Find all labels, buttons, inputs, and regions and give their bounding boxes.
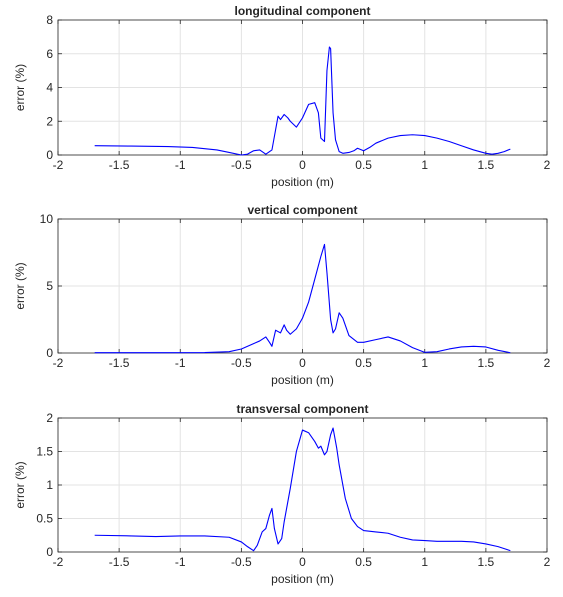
x-tick-label: 0 bbox=[299, 555, 306, 569]
y-tick-label: 1.5 bbox=[36, 445, 53, 459]
x-tick-label: 1.5 bbox=[478, 158, 495, 172]
subplot-3: -2 -1.5 -1 -0.5 0 0.5 1 1.5 2 0 0.5 1 1.5 2 transversa… bbox=[13, 402, 551, 586]
series-line bbox=[94, 427, 511, 552]
y-tick-label: 5 bbox=[46, 279, 53, 293]
x-tick-label: 2 bbox=[544, 158, 551, 172]
y-tick-label: 1 bbox=[46, 478, 53, 492]
x-tick-label: -1 bbox=[175, 555, 186, 569]
subplot-1: -2 -1.5 -1 -0.5 0 0.5 1 1.5 2 0 2 4 6 8 longitudinal c… bbox=[13, 4, 551, 189]
x-tick-label: 1.5 bbox=[478, 356, 495, 370]
x-tick-label: 0 bbox=[299, 158, 306, 172]
x-tick-label: 1 bbox=[421, 158, 428, 172]
x-tick-label: -1.5 bbox=[109, 555, 130, 569]
x-axis-label: position (m) bbox=[271, 175, 334, 189]
x-tick-label: -1 bbox=[175, 158, 186, 172]
y-tick-label: 2 bbox=[46, 411, 53, 425]
y-tick-label: 0 bbox=[46, 545, 53, 559]
x-tick-label: -1.5 bbox=[109, 158, 130, 172]
y-axis-label: error (%) bbox=[13, 64, 27, 111]
x-tick-label: 0.5 bbox=[355, 158, 372, 172]
y-tick-label: 0 bbox=[46, 148, 53, 162]
x-tick-label: -2 bbox=[53, 356, 64, 370]
y-axis-label: error (%) bbox=[13, 262, 27, 309]
x-tick-label: -2 bbox=[53, 555, 64, 569]
y-axis-label: error (%) bbox=[13, 461, 27, 508]
y-tick-label: 2 bbox=[46, 114, 53, 128]
chart-title: vertical component bbox=[247, 203, 357, 217]
series-line bbox=[94, 243, 511, 354]
x-tick-label: 0.5 bbox=[355, 356, 372, 370]
x-axis-label: position (m) bbox=[271, 373, 334, 387]
x-tick-label: -0.5 bbox=[231, 555, 252, 569]
y-tick-label: 4 bbox=[46, 81, 53, 95]
y-tick-label: 8 bbox=[46, 13, 53, 27]
x-tick-label: 1 bbox=[421, 555, 428, 569]
y-tick-label: 0.5 bbox=[36, 512, 53, 526]
series-line bbox=[94, 46, 511, 156]
x-tick-label: 0 bbox=[299, 356, 306, 370]
y-tick-label: 6 bbox=[46, 47, 53, 61]
x-tick-label: -1 bbox=[175, 356, 186, 370]
chart-title: transversal component bbox=[236, 402, 368, 416]
x-tick-label: 0.5 bbox=[355, 555, 372, 569]
y-tick-label: 10 bbox=[40, 212, 54, 226]
x-tick-label: -2 bbox=[53, 158, 64, 172]
x-tick-label: 2 bbox=[544, 555, 551, 569]
chart-title: longitudinal component bbox=[235, 4, 371, 18]
x-tick-label: 1 bbox=[421, 356, 428, 370]
x-tick-label: -1.5 bbox=[109, 356, 130, 370]
y-tick-label: 0 bbox=[46, 346, 53, 360]
x-tick-label: -0.5 bbox=[231, 158, 252, 172]
x-tick-label: 1.5 bbox=[478, 555, 495, 569]
x-tick-label: 2 bbox=[544, 356, 551, 370]
subplot-2: -2 -1.5 -1 -0.5 0 0.5 1 1.5 2 0 5 10 vertical compon… bbox=[13, 203, 551, 387]
x-axis-label: position (m) bbox=[271, 572, 334, 586]
x-tick-label: -0.5 bbox=[231, 356, 252, 370]
